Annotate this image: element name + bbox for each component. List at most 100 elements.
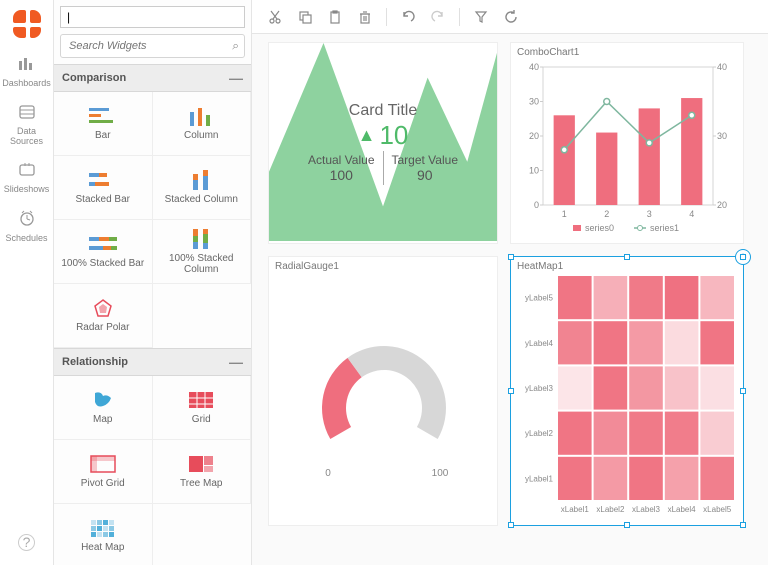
widget-pivot-grid[interactable]: Pivot Grid	[54, 440, 153, 504]
search-icon[interactable]: ⌕	[232, 39, 239, 54]
widget-stacked-bar[interactable]: Stacked Bar	[54, 156, 153, 220]
group-header-relationship[interactable]: Relationship —	[54, 348, 251, 376]
resize-handle[interactable]	[508, 388, 514, 394]
svg-text:series1: series1	[650, 223, 679, 233]
svg-text:40: 40	[717, 62, 727, 72]
tile-title: RadialGauge1	[269, 257, 497, 276]
widget-label: Column	[184, 130, 218, 141]
svg-text:4: 4	[689, 209, 694, 219]
svg-text:10: 10	[529, 166, 539, 176]
undo-button[interactable]	[395, 4, 421, 30]
rail-label: Schedules	[5, 233, 47, 243]
svg-text:100: 100	[432, 468, 449, 479]
rail-icon	[0, 56, 53, 76]
widget-panel: ⌕ Comparison — Bar Column Stacked Bar Stacked…	[54, 0, 252, 565]
svg-text:series0: series0	[585, 223, 614, 233]
card-value: ▲10	[300, 120, 466, 151]
widget-label: 100% Stacked Column	[155, 253, 249, 275]
toolbar	[252, 0, 768, 34]
widget-heat-map[interactable]: Heat Map	[54, 504, 153, 565]
rail-icon	[0, 162, 53, 182]
svg-text:xLabel1: xLabel1	[561, 505, 590, 514]
group-header-comparison[interactable]: Comparison —	[54, 64, 251, 92]
group-title: Relationship	[62, 356, 128, 368]
resize-handle[interactable]	[624, 254, 630, 260]
widget-column[interactable]: Column	[153, 92, 252, 156]
svg-text:30: 30	[717, 131, 727, 141]
refresh-button[interactable]	[498, 4, 524, 30]
search-input[interactable]	[60, 34, 245, 58]
canvas[interactable]: Card Title ▲10 Actual Value100 Target Va…	[252, 34, 768, 565]
target-value: 90	[392, 167, 459, 183]
resize-handle[interactable]	[740, 388, 746, 394]
resize-handle[interactable]	[740, 254, 746, 260]
widget-label: Tree Map	[180, 478, 222, 489]
widget-label: Map	[93, 414, 112, 425]
svg-text:40: 40	[529, 62, 539, 72]
resize-handle[interactable]	[624, 522, 630, 528]
group-title: Comparison	[62, 72, 126, 84]
paste-button[interactable]	[322, 4, 348, 30]
widget-stacked-column[interactable]: Stacked Column	[153, 156, 252, 220]
rail-label: Slideshows	[4, 184, 50, 194]
svg-text:20: 20	[717, 200, 727, 210]
widget-label: Stacked Column	[165, 194, 238, 205]
collapse-icon[interactable]: —	[229, 354, 243, 370]
rail-dashboards[interactable]: Dashboards	[0, 56, 53, 88]
svg-text:yLabel1: yLabel1	[525, 474, 554, 483]
widget-100-stacked-column[interactable]: 100% Stacked Column	[153, 220, 252, 284]
help-icon[interactable]: ?	[18, 534, 35, 551]
svg-text:yLabel4: yLabel4	[525, 339, 554, 348]
widget-bar[interactable]: Bar	[54, 92, 153, 156]
target-label: Target Value	[392, 153, 459, 167]
card-tile[interactable]: Card Title ▲10 Actual Value100 Target Va…	[268, 42, 498, 244]
svg-text:xLabel4: xLabel4	[668, 505, 697, 514]
rail-slideshows[interactable]: Slideshows	[0, 162, 53, 194]
widget-grid[interactable]: Grid	[153, 376, 252, 440]
copy-button[interactable]	[292, 4, 318, 30]
gauge-tile[interactable]: RadialGauge1 0 100	[268, 256, 498, 526]
filter-button[interactable]	[468, 4, 494, 30]
resize-handle[interactable]	[740, 522, 746, 528]
widget-map[interactable]: Map	[54, 376, 153, 440]
svg-text:xLabel2: xLabel2	[596, 505, 625, 514]
svg-text:1: 1	[562, 209, 567, 219]
cut-button[interactable]	[262, 4, 288, 30]
name-input[interactable]	[60, 6, 245, 28]
combo-tile[interactable]: ComboChart10102030402030401234series0ser…	[510, 42, 744, 244]
svg-text:30: 30	[529, 97, 539, 107]
svg-text:0: 0	[325, 468, 331, 479]
card-title: Card Title	[300, 102, 466, 120]
svg-text:xLabel5: xLabel5	[703, 505, 732, 514]
rail-data-sources[interactable]: Data Sources	[0, 104, 53, 146]
rail-icon	[0, 104, 53, 124]
widget-label: Radar Polar	[76, 322, 129, 333]
actual-label: Actual Value	[308, 153, 375, 167]
widget-label: Bar	[95, 130, 111, 141]
nav-rail: Dashboards Data Sources Slideshows Schedule…	[0, 0, 54, 565]
widget-label: Stacked Bar	[76, 194, 130, 205]
resize-handle[interactable]	[508, 254, 514, 260]
svg-text:2: 2	[604, 209, 609, 219]
heatmap-tile[interactable]: HeatMap1yLabel5yLabel4yLabel3yLabel2yLab…	[510, 256, 744, 526]
widget-radar-polar[interactable]: Radar Polar	[54, 284, 153, 348]
svg-text:yLabel2: yLabel2	[525, 429, 554, 438]
resize-handle[interactable]	[508, 522, 514, 528]
svg-text:20: 20	[529, 131, 539, 141]
rail-icon	[0, 210, 53, 231]
actual-value: 100	[308, 167, 375, 183]
svg-text:xLabel3: xLabel3	[632, 505, 661, 514]
redo-button[interactable]	[425, 4, 451, 30]
svg-text:0: 0	[534, 200, 539, 210]
app-logo	[13, 10, 41, 38]
widget-100-stacked-bar[interactable]: 100% Stacked Bar	[54, 220, 153, 284]
delete-button[interactable]	[352, 4, 378, 30]
svg-text:yLabel5: yLabel5	[525, 294, 554, 303]
rail-schedules[interactable]: Schedules	[0, 210, 53, 243]
widget-tree-map[interactable]: Tree Map	[153, 440, 252, 504]
widget-label: Heat Map	[81, 542, 124, 553]
rail-label: Data Sources	[10, 126, 43, 146]
tile-title: ComboChart1	[511, 43, 743, 62]
widget-label: Pivot Grid	[81, 478, 125, 489]
collapse-icon[interactable]: —	[229, 70, 243, 86]
